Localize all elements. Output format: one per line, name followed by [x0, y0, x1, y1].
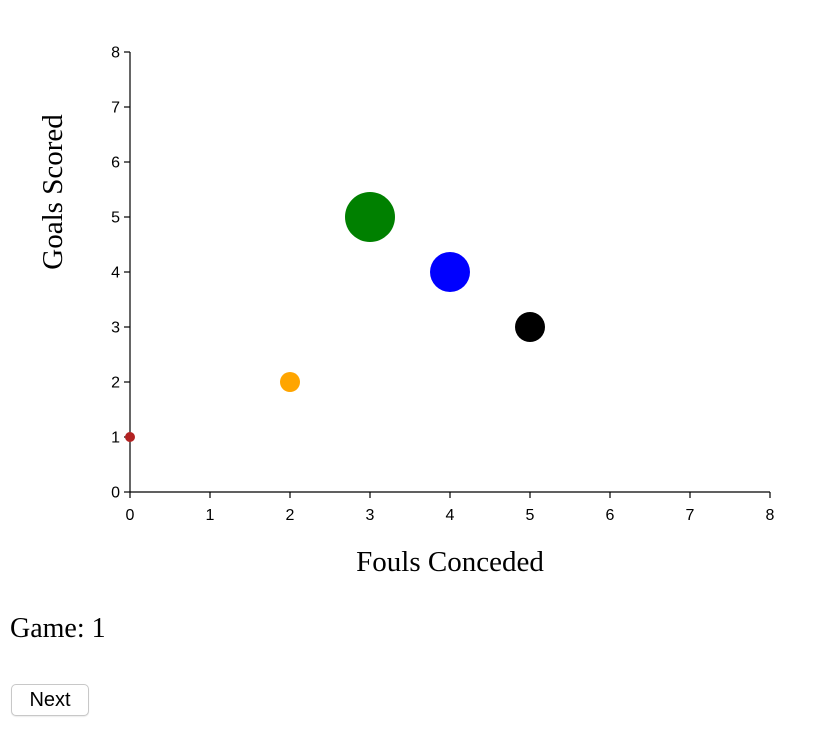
x-tick-label-3: 3	[366, 507, 375, 524]
data-point-1	[280, 372, 300, 392]
y-tick-label-2: 2	[111, 375, 120, 392]
x-tick-label-6: 6	[606, 507, 615, 524]
y-tick-label-4: 4	[111, 265, 120, 282]
x-axis-title: Fouls Conceded	[356, 546, 544, 578]
y-axis-ticks: 0 1 2 3 4 5 6 7 8	[111, 45, 130, 502]
y-axis-title: Goals Scored	[37, 114, 69, 270]
x-axis-ticks: 0 1 2 3 4 5 6 7 8	[126, 492, 775, 524]
y-tick-label-1: 1	[111, 430, 120, 447]
x-tick-label-2: 2	[286, 507, 295, 524]
x-tick-label-4: 4	[446, 507, 455, 524]
data-point-4	[515, 312, 545, 342]
data-point-0	[125, 432, 135, 442]
y-tick-label-3: 3	[111, 320, 120, 337]
x-tick-label-1: 1	[206, 507, 215, 524]
y-tick-label-8: 8	[111, 45, 120, 62]
y-tick-label-0: 0	[111, 485, 120, 502]
x-tick-label-5: 5	[526, 507, 535, 524]
x-tick-label-7: 7	[686, 507, 695, 524]
y-tick-label-6: 6	[111, 155, 120, 172]
x-tick-label-8: 8	[766, 507, 775, 524]
data-point-2	[345, 192, 395, 242]
y-tick-label-5: 5	[111, 210, 120, 227]
x-tick-label-0: 0	[126, 507, 135, 524]
data-point-3	[430, 252, 470, 292]
scatter-chart: 0 1 2 3 4 5 6 7 8 0 1 2 3 4 5 6 7 8 Fouls Conceded Goals…	[37, 45, 775, 579]
next-button[interactable]: Next	[11, 684, 89, 716]
data-points	[125, 192, 545, 442]
y-tick-label-7: 7	[111, 100, 120, 117]
game-counter: Game: 1	[10, 613, 106, 644]
